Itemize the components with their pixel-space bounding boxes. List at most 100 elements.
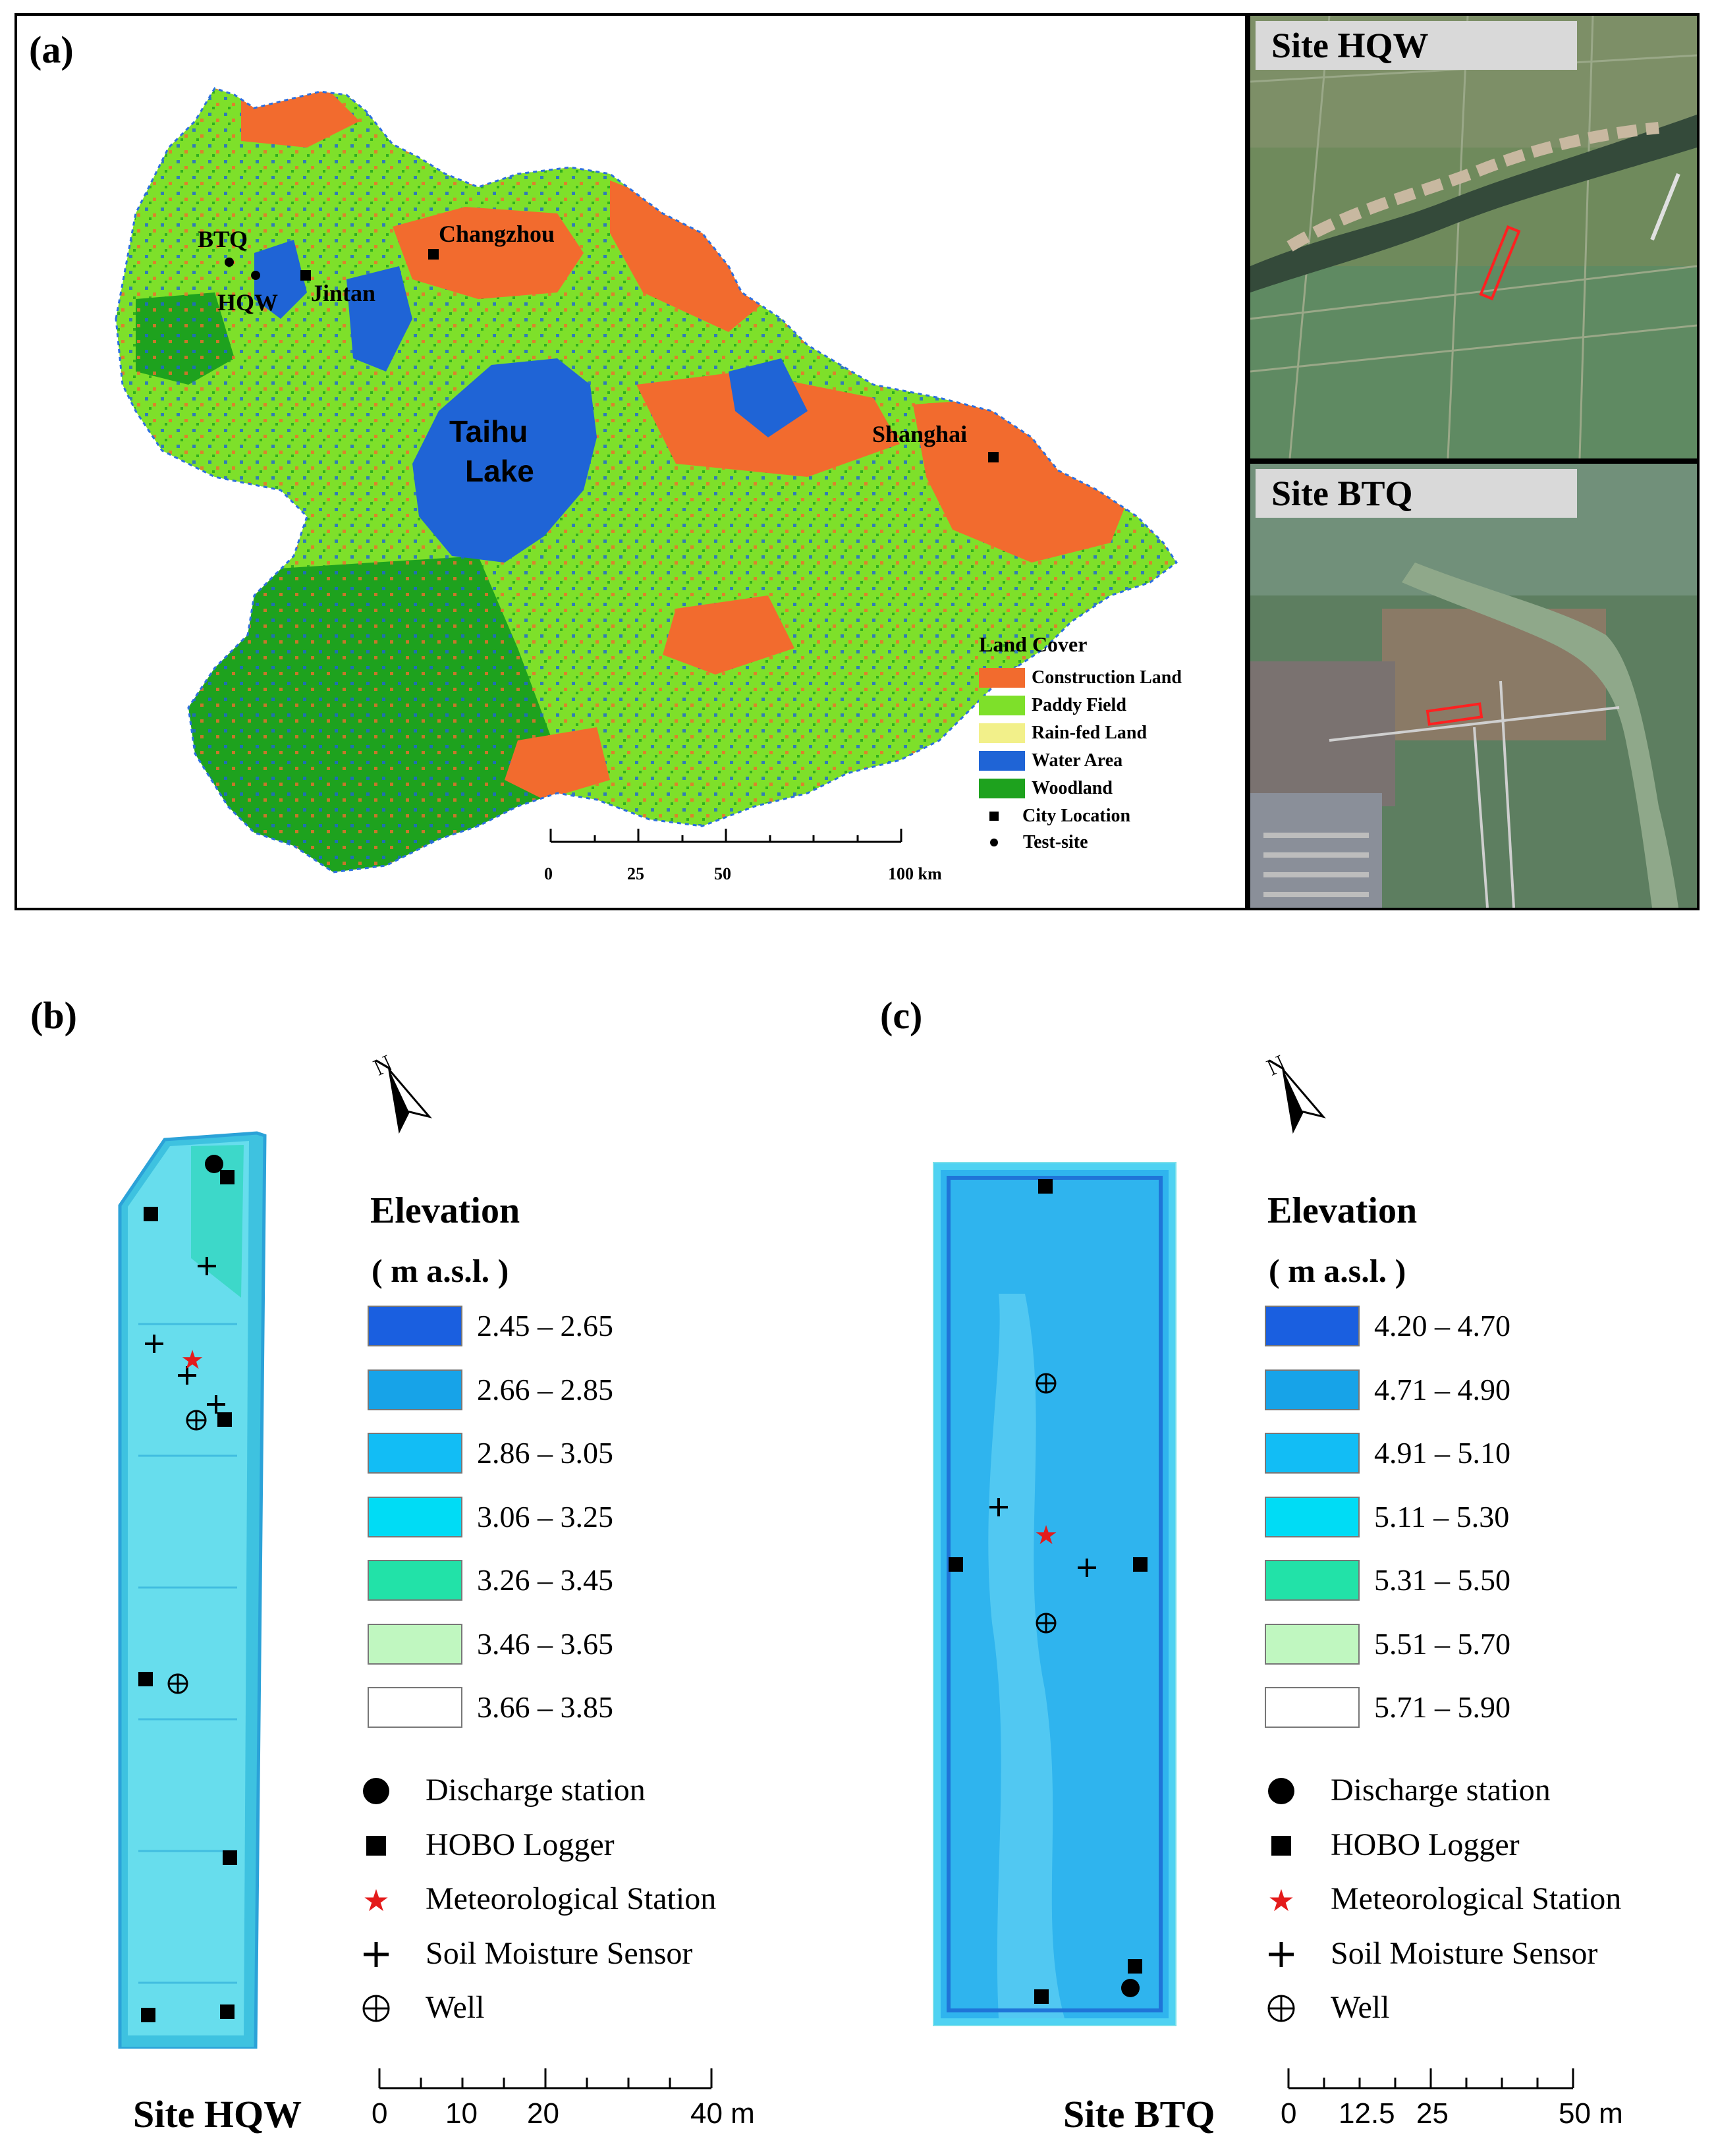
legend-item-label: Construction Land bbox=[1032, 667, 1182, 688]
star-icon: ★ bbox=[1265, 1883, 1298, 1916]
plus-icon bbox=[1265, 1938, 1298, 1971]
hobo-logger bbox=[144, 1207, 158, 1221]
symbol-label: Well bbox=[1331, 1990, 1390, 2025]
site-name-b: Site HQW bbox=[133, 2093, 302, 2136]
satellite-image-hqw bbox=[1250, 16, 1697, 458]
legend-test-site: Test-site bbox=[979, 832, 1242, 853]
hobo-logger bbox=[1038, 1179, 1053, 1194]
taihu-lake bbox=[412, 358, 597, 563]
construction-east bbox=[610, 180, 768, 332]
hobo-logger bbox=[223, 1850, 237, 1865]
elevation-range-label: 3.66 – 3.85 bbox=[477, 1690, 613, 1724]
elevation-range-label: 5.11 – 5.30 bbox=[1374, 1499, 1510, 1534]
scale-b-tick-0: 0 bbox=[372, 2097, 388, 2130]
hobo-logger bbox=[220, 2004, 235, 2019]
legend-swatch bbox=[979, 668, 1025, 688]
legend-city-label: City Location bbox=[1022, 806, 1131, 826]
elevation-range-label: 3.46 – 3.65 bbox=[477, 1626, 613, 1661]
scale-b-tick-10: 10 bbox=[445, 2097, 478, 2130]
satellite-inset-btq: Site BTQ bbox=[1248, 461, 1700, 910]
land-cover-map-frame: (a) Changzhou Jintan Shanghai BTQ HQW Ta… bbox=[14, 13, 1248, 910]
hobo-logger bbox=[1128, 1959, 1142, 1974]
testsite-marker-btq bbox=[225, 258, 234, 267]
star-icon: ★ bbox=[360, 1883, 393, 1916]
hobo-logger bbox=[949, 1557, 963, 1572]
city-marker-changzhou bbox=[428, 249, 439, 260]
hobo-logger bbox=[220, 1170, 235, 1184]
lake-label-line1: Taihu bbox=[449, 414, 528, 449]
btq-elevation-map: ★ bbox=[933, 1162, 1176, 2026]
meteorological-station: ★ bbox=[180, 1345, 204, 1375]
discharge-station-icon bbox=[1265, 1775, 1298, 1808]
soil-moisture-sensors bbox=[989, 1498, 1096, 1577]
elevation-range-label: 5.71 – 5.90 bbox=[1374, 1690, 1510, 1724]
scale-tick-25: 25 bbox=[627, 864, 644, 883]
legend-city-location: City Location bbox=[979, 806, 1242, 827]
label-shanghai: Shanghai bbox=[872, 421, 968, 447]
symbol-label: Discharge station bbox=[426, 1773, 646, 1808]
discharge-station bbox=[205, 1155, 223, 1173]
legend-item: Construction Land bbox=[979, 667, 1242, 688]
hobo-logger bbox=[141, 2008, 155, 2022]
site-name-c: Site BTQ bbox=[1063, 2093, 1215, 2136]
scale-bar-c bbox=[1287, 2068, 1574, 2089]
elevation-swatch bbox=[368, 1560, 462, 1601]
elevation-units-b: ( m a.s.l. ) bbox=[372, 1252, 509, 1289]
city-marker-jintan bbox=[300, 270, 311, 281]
legend-item-label: Rain-fed Land bbox=[1032, 723, 1148, 743]
scale-c-tick-12: 12.5 bbox=[1339, 2097, 1395, 2130]
legend-item: Woodland bbox=[979, 778, 1242, 799]
well-icon bbox=[1265, 1992, 1298, 2025]
construction-changzhou bbox=[393, 207, 584, 299]
elevation-range-label: 3.26 – 3.45 bbox=[477, 1563, 613, 1597]
legend-items: Construction Land Paddy Field Rain-fed Lan… bbox=[979, 667, 1242, 799]
hobo-logger bbox=[1133, 1557, 1148, 1572]
scale-bar-b bbox=[378, 2068, 713, 2089]
elevation-range-label: 5.51 – 5.70 bbox=[1374, 1626, 1510, 1661]
hobo-logger-icon bbox=[360, 1829, 393, 1862]
elevation-range-label: 2.86 – 3.05 bbox=[477, 1436, 613, 1470]
legend-item-label: Woodland bbox=[1032, 778, 1113, 798]
svg-text:★: ★ bbox=[1267, 1885, 1294, 1915]
symbol-label: Soil Moisture Sensor bbox=[1331, 1935, 1598, 1971]
elevation-units-c: ( m a.s.l. ) bbox=[1269, 1252, 1406, 1289]
scale-tick-100: 100 km bbox=[888, 864, 942, 883]
meteorological-station: ★ bbox=[1034, 1520, 1058, 1550]
construction-sw bbox=[505, 727, 610, 800]
elevation-range-label: 5.31 – 5.50 bbox=[1374, 1563, 1510, 1597]
legend-swatch bbox=[979, 696, 1025, 715]
elevation-swatch bbox=[368, 1369, 462, 1410]
elevation-range-label: 4.71 – 4.90 bbox=[1374, 1372, 1510, 1406]
label-jintan: Jintan bbox=[311, 280, 376, 306]
legend-testsite-label: Test-site bbox=[1023, 832, 1088, 852]
symbol-label: Meteorological Station bbox=[1331, 1881, 1622, 1916]
elevation-swatch bbox=[1265, 1433, 1360, 1474]
hobo-logger bbox=[138, 1672, 153, 1686]
elevation-range-label: 3.06 – 3.25 bbox=[477, 1499, 613, 1534]
symbol-label: Well bbox=[426, 1990, 485, 2025]
label-hqw: HQW bbox=[217, 289, 279, 316]
legend-item: Paddy Field bbox=[979, 695, 1242, 716]
elevation-title-c: Elevation bbox=[1267, 1190, 1418, 1231]
site-hqw-title: Site HQW bbox=[1256, 21, 1577, 70]
water-gehu bbox=[346, 266, 412, 372]
well-icon bbox=[360, 1992, 393, 2025]
elevation-swatch bbox=[368, 1496, 462, 1537]
elevation-swatch bbox=[1265, 1623, 1360, 1665]
elevation-swatch bbox=[368, 1433, 462, 1474]
symbol-label: HOBO Logger bbox=[1331, 1827, 1520, 1862]
hobo-logger bbox=[1034, 1989, 1049, 2004]
elevation-swatch bbox=[1265, 1369, 1360, 1410]
water-east-lakes bbox=[729, 358, 808, 437]
legend-swatch bbox=[979, 751, 1025, 771]
site-btq-title: Site BTQ bbox=[1256, 469, 1577, 518]
panel-c-label: (c) bbox=[880, 994, 923, 1037]
elevation-range-label: 2.45 – 2.65 bbox=[477, 1309, 613, 1342]
panel-a-label: (a) bbox=[29, 28, 74, 71]
hobo-logger bbox=[217, 1412, 232, 1427]
panel-b-label: (b) bbox=[30, 994, 77, 1037]
elevation-swatch bbox=[368, 1623, 462, 1665]
elevation-swatch bbox=[1265, 1306, 1360, 1346]
elevation-swatch bbox=[1265, 1496, 1360, 1537]
legend-item-label: Paddy Field bbox=[1032, 695, 1126, 715]
